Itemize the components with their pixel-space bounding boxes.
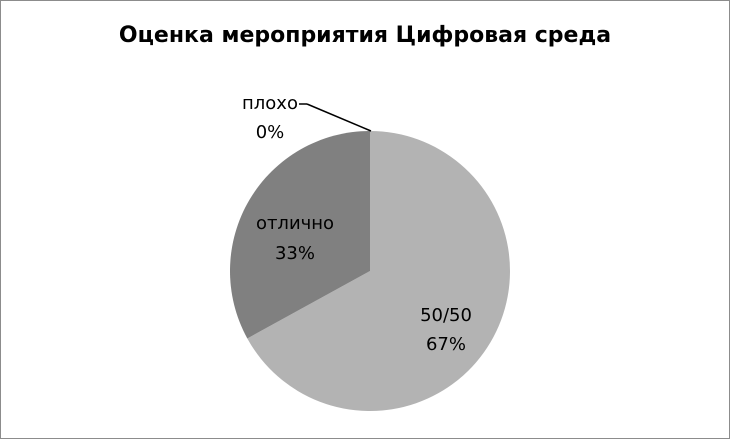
- data-label-otlichno-name: отлично: [256, 213, 334, 234]
- leader-line-plokho: [306, 103, 372, 132]
- data-label-plokho-name: плохо: [242, 93, 298, 114]
- chart-title: Оценка мероприятия Цифровая среда: [118, 23, 612, 48]
- data-label-plokho-value: 0%: [256, 122, 285, 143]
- data-label-otlichno-value: 33%: [275, 243, 315, 264]
- pie-slice-1: [229, 131, 370, 339]
- data-label-5050-value: 67%: [426, 334, 466, 355]
- pie-slice-0: [247, 131, 510, 411]
- data-label-5050-name: 50/50: [420, 305, 472, 326]
